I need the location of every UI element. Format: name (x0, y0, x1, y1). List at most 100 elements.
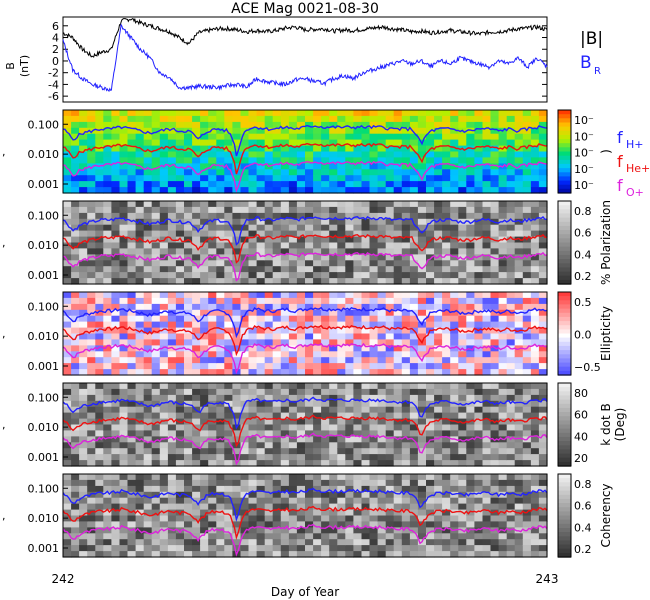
spectrogram-cell (103, 206, 112, 214)
spectrogram-cell (87, 181, 96, 188)
spectrogram-cell (288, 278, 298, 285)
spectrogram-cell (329, 509, 338, 517)
spectrogram-cell (522, 212, 532, 220)
spectrogram-cell (192, 292, 201, 299)
spectrogram-cell (216, 121, 225, 129)
spectrogram-cell (151, 497, 161, 505)
spectrogram-cell (538, 363, 548, 370)
spectrogram-cell (256, 418, 266, 426)
spectrogram-cell (208, 491, 217, 499)
spectrogram-cell (377, 254, 387, 261)
spectrogram-cell (321, 327, 330, 335)
spectrogram-cell (538, 424, 548, 431)
spectrogram-cell (538, 533, 548, 540)
spectrogram-cell (288, 479, 298, 487)
spectrogram-cell (434, 539, 443, 546)
spectrogram-cell (184, 139, 193, 147)
spectrogram-cell (522, 333, 532, 340)
spectrogram-cell (151, 351, 161, 358)
spectrogram-cell (296, 327, 306, 335)
spectrogram-cell (248, 527, 258, 534)
spectrogram-cell (200, 110, 209, 117)
spectrogram-cell (530, 333, 540, 340)
spectrogram-cell (248, 551, 258, 558)
spectrogram-cell (490, 321, 500, 329)
spectrogram-cell (385, 383, 395, 390)
spectrogram-cell (79, 369, 88, 376)
spectrogram-cell (353, 509, 363, 517)
spectrogram-cell (434, 509, 443, 517)
mag-y-tick-label: -2 (48, 67, 59, 80)
spectrogram-cell (175, 163, 185, 170)
spectrogram-cell (530, 224, 540, 232)
spectrogram-cell (216, 383, 225, 390)
spectrogram-cell (434, 266, 443, 273)
spectrogram-cell (151, 248, 161, 255)
spectrogram-cell (296, 321, 306, 329)
spectrogram-cell (216, 430, 225, 437)
spectrogram-cell (385, 248, 395, 255)
spectrogram-cell (216, 151, 225, 158)
spectrogram-cell (450, 509, 459, 517)
spectrogram-cell (288, 242, 298, 249)
spectrogram-cell (119, 254, 129, 261)
spectrogram-cell (248, 430, 258, 437)
spectrogram-cell (272, 388, 282, 396)
spectrogram-cell (111, 503, 121, 511)
spectrogram-cell (256, 242, 266, 249)
spectrogram-cell (321, 127, 330, 135)
spectrogram-cell (184, 454, 193, 461)
spectrogram-cell (369, 242, 379, 249)
spectrogram-cell (232, 248, 242, 255)
spectrogram-cell (272, 127, 282, 135)
spectrogram-cell (71, 163, 80, 170)
spectrogram-cell (385, 133, 395, 141)
spectrogram-cell (442, 539, 451, 546)
spectrogram-cell (530, 303, 540, 311)
spectrogram-cell (240, 485, 250, 493)
spectrogram-cell (184, 539, 193, 546)
spectrogram-cell (337, 345, 346, 352)
spectrogram-cell (393, 448, 403, 455)
spectrogram-cell (272, 278, 282, 285)
spectrogram-cell (71, 127, 80, 135)
spectrogram-cell (95, 383, 104, 390)
spectrogram-cell (377, 151, 387, 158)
spectrogram-cell (184, 157, 193, 164)
spectrogram-cell (192, 509, 201, 517)
spectrogram-cell (216, 145, 225, 153)
spectrogram-cell (280, 201, 290, 208)
spectrogram-cell (514, 139, 524, 147)
spectrogram-cell (409, 292, 419, 299)
spectrogram-cell (288, 424, 298, 431)
spectrogram-cell (329, 515, 338, 522)
spectrogram-cell (538, 278, 548, 285)
spectrogram-cell (530, 139, 540, 147)
spectrogram-cell (522, 460, 532, 467)
spectrogram-cell (95, 474, 104, 481)
spectrogram-cell (353, 442, 363, 449)
spectrogram-cell (87, 369, 96, 376)
spectrogram-cell (409, 333, 419, 340)
spectrogram-cell (232, 509, 242, 517)
spectrogram-cell (458, 303, 467, 311)
spectrogram-cell (248, 218, 258, 226)
spectrogram-cell (466, 363, 475, 370)
spectrogram-cell (538, 115, 548, 123)
spectrogram-cell (401, 133, 411, 141)
spectrogram-cell (498, 230, 508, 238)
spectrogram-cell (321, 212, 330, 220)
spectrogram-cell (151, 460, 161, 467)
spectrogram-cell (111, 181, 121, 188)
spectrogram-cell (434, 485, 443, 493)
colorbar-segment (558, 490, 571, 496)
spectrogram-cell (288, 315, 298, 323)
spectrogram-cell (482, 115, 492, 123)
spectrogram-cell (426, 497, 435, 505)
spectrogram-cell (127, 327, 137, 335)
spectrogram-cell (103, 181, 112, 188)
spectrogram-cell (361, 297, 371, 305)
spectrogram-cell (240, 460, 250, 467)
spectrogram-cell (143, 545, 153, 552)
spectrogram-cell (232, 145, 242, 153)
